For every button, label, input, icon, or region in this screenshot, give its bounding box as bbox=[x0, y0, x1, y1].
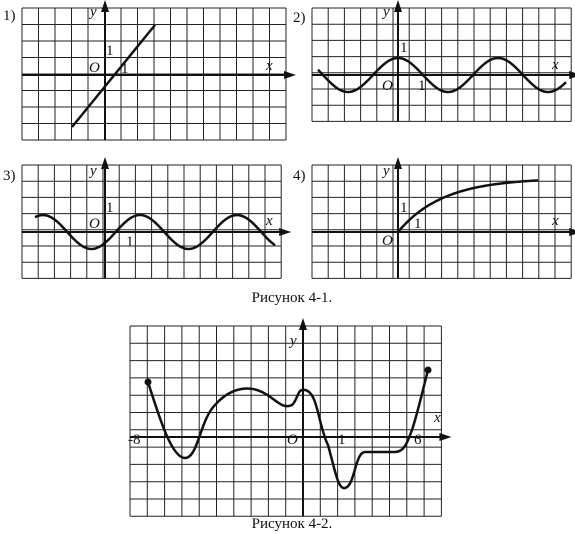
endpoint bbox=[424, 366, 432, 374]
unit: 1 bbox=[414, 216, 422, 232]
axis-label: x bbox=[551, 213, 559, 229]
axis-label: x bbox=[265, 58, 273, 74]
arrow bbox=[394, 157, 402, 169]
arrow bbox=[279, 228, 292, 236]
curve bbox=[71, 24, 156, 128]
curve bbox=[146, 369, 430, 490]
caption: Рисунок 4-2. bbox=[252, 516, 333, 532]
unit: 1 bbox=[106, 43, 114, 59]
origin: O bbox=[287, 432, 298, 448]
curve bbox=[34, 213, 276, 251]
axis-label: x bbox=[433, 410, 441, 426]
axis-label: y bbox=[288, 333, 297, 349]
panel-label: 1) bbox=[3, 8, 16, 24]
panel-label: 2) bbox=[293, 10, 306, 26]
caption: Рисунок 4-1. bbox=[252, 290, 333, 306]
arrow bbox=[101, 0, 109, 12]
unit: 1 bbox=[400, 40, 408, 56]
origin: O bbox=[89, 216, 100, 232]
axis-label: y bbox=[381, 4, 390, 20]
axis-label: y bbox=[381, 163, 390, 179]
origin: O bbox=[89, 60, 100, 76]
arrow bbox=[394, 0, 402, 12]
arrow bbox=[101, 157, 109, 169]
origin: O bbox=[382, 233, 393, 249]
endpoint bbox=[144, 378, 152, 386]
unit: 6 bbox=[414, 432, 422, 448]
grids bbox=[21, 0, 575, 517]
unit: 1 bbox=[418, 78, 426, 94]
unit: 1 bbox=[400, 200, 408, 216]
unit: 1 bbox=[121, 61, 129, 77]
unit: 1 bbox=[126, 234, 134, 250]
axis-label: y bbox=[88, 4, 97, 20]
unit: 1 bbox=[338, 432, 346, 448]
axis-label: y bbox=[88, 163, 97, 179]
curve bbox=[397, 179, 539, 233]
arrow bbox=[569, 228, 575, 236]
arrow bbox=[284, 71, 296, 79]
curve bbox=[317, 56, 567, 94]
unit: -8 bbox=[128, 432, 141, 448]
axis-label: x bbox=[551, 57, 559, 73]
panel-label: 4) bbox=[293, 168, 306, 184]
panel-label: 3) bbox=[3, 168, 16, 184]
arrow bbox=[299, 318, 307, 330]
arrow bbox=[569, 71, 575, 79]
arrow bbox=[439, 433, 452, 441]
axis-label: x bbox=[265, 213, 273, 229]
unit: 1 bbox=[106, 200, 114, 216]
origin: O bbox=[382, 78, 393, 94]
